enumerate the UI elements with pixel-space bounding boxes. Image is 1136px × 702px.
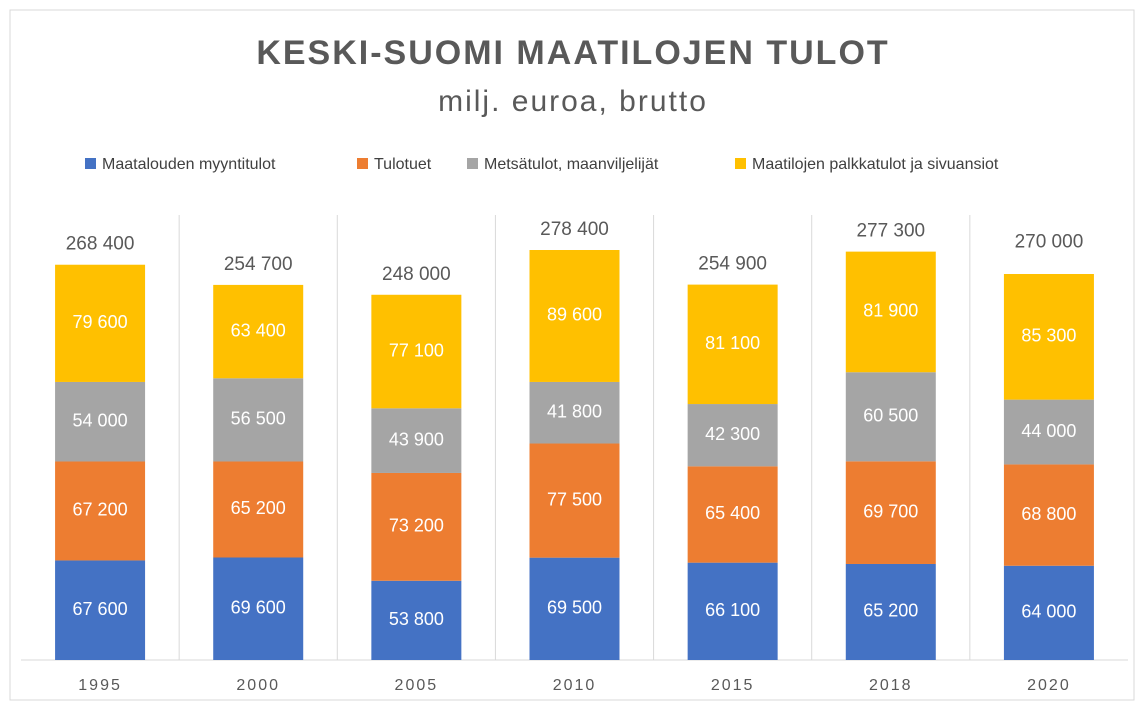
- data-label: 65 200: [863, 601, 918, 621]
- bar-segment: [1003, 565, 1094, 660]
- total-label: 248 000: [382, 264, 451, 285]
- data-label: 77 500: [547, 489, 602, 509]
- data-label: 89 600: [547, 305, 602, 325]
- legend-swatch: [85, 158, 96, 169]
- bar-segment: [213, 557, 304, 660]
- bar-segment: [845, 563, 936, 660]
- data-label: 64 000: [1021, 602, 1076, 622]
- bar-segment: [371, 408, 462, 473]
- bar-segment: [55, 264, 146, 382]
- data-label: 85 300: [1021, 326, 1076, 346]
- data-label: 44 000: [1021, 421, 1076, 441]
- data-label: 65 200: [231, 498, 286, 518]
- bar-segment: [1003, 399, 1094, 465]
- bar-segment: [845, 372, 936, 462]
- data-label: 60 500: [863, 406, 918, 426]
- x-tick-label: 2018: [869, 677, 913, 694]
- x-tick-label: 2000: [236, 677, 280, 694]
- bar-segment: [371, 294, 462, 409]
- data-label: 66 100: [705, 600, 760, 620]
- data-label: 63 400: [231, 320, 286, 340]
- legend-text: Maatalouden myyntitulot: [102, 156, 276, 173]
- bar-segment: [55, 560, 146, 660]
- bar-segment: [371, 580, 462, 660]
- data-label: 79 600: [73, 312, 128, 332]
- bar-segment: [55, 461, 146, 561]
- data-label: 42 300: [705, 424, 760, 444]
- bar-segment: [1003, 274, 1094, 400]
- data-label: 53 800: [389, 609, 444, 629]
- data-label: 56 500: [231, 409, 286, 429]
- legend-swatch: [467, 158, 478, 169]
- data-label: 73 200: [389, 516, 444, 536]
- data-label: 68 800: [1021, 504, 1076, 524]
- data-label: 67 600: [73, 599, 128, 619]
- bar-segment: [529, 557, 620, 660]
- bar-segment: [213, 378, 304, 462]
- data-label: 54 000: [73, 410, 128, 430]
- bar-segment: [371, 472, 462, 581]
- x-tick-label: 2020: [1027, 677, 1071, 694]
- data-label: 67 200: [73, 500, 128, 520]
- bar-segment: [687, 466, 778, 563]
- data-label: 81 900: [863, 301, 918, 321]
- data-label: 65 400: [705, 503, 760, 523]
- total-label: 270 000: [1015, 231, 1084, 252]
- bar-segment: [529, 381, 620, 444]
- bar-segment: [687, 284, 778, 405]
- chart-subtitle: milj. euroa, brutto: [438, 85, 708, 118]
- data-label: 41 800: [547, 401, 602, 421]
- bar-segment: [529, 250, 620, 382]
- bar-segment: [529, 443, 620, 558]
- total-label: 254 900: [698, 254, 767, 275]
- total-label: 278 400: [540, 219, 609, 240]
- bar-segment: [213, 461, 304, 558]
- data-label: 69 700: [863, 501, 918, 521]
- x-tick-label: 1995: [78, 677, 122, 694]
- x-tick-label: 2015: [711, 677, 755, 694]
- legend-text: Tulotuet: [374, 156, 432, 173]
- legend-swatch: [357, 158, 368, 169]
- bar-segment: [1003, 464, 1094, 566]
- legend-text: Metsätulot, maanviljelijät: [484, 156, 659, 173]
- chart-title: KESKI-SUOMI MAATILOJEN TULOT: [256, 34, 889, 72]
- bar-segment: [55, 381, 146, 462]
- x-tick-label: 2010: [553, 677, 597, 694]
- data-label: 69 500: [547, 598, 602, 618]
- total-label: 277 300: [856, 221, 925, 242]
- legend-text: Maatilojen palkkatulot ja sivuansiot: [752, 156, 999, 173]
- bar-segment: [687, 562, 778, 660]
- x-tick-label: 2005: [395, 677, 439, 694]
- bar-segment: [687, 404, 778, 467]
- data-label: 77 100: [389, 340, 444, 360]
- bar-segment: [845, 251, 936, 373]
- data-label: 69 600: [231, 598, 286, 618]
- total-label: 268 400: [66, 234, 135, 255]
- total-label: 254 700: [224, 254, 293, 275]
- data-label: 43 900: [389, 429, 444, 449]
- bar-segment: [845, 461, 936, 564]
- legend-swatch: [735, 158, 746, 169]
- data-label: 81 100: [705, 333, 760, 353]
- bar-segment: [213, 284, 304, 379]
